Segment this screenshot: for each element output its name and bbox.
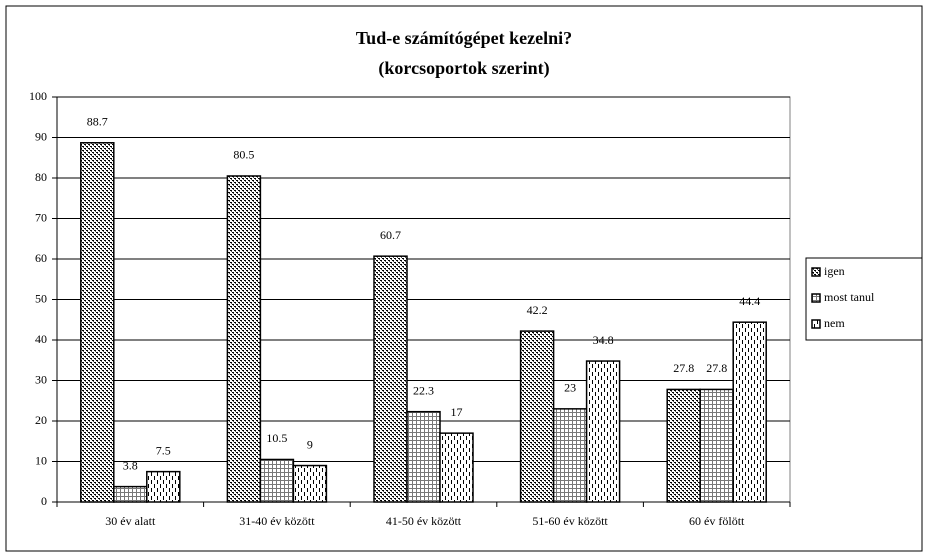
y-tick-label: 100 xyxy=(29,89,47,103)
data-label: 88.7 xyxy=(87,115,108,129)
data-label: 80.5 xyxy=(233,148,254,162)
y-tick-label: 50 xyxy=(35,291,47,305)
data-label: 9 xyxy=(307,437,313,451)
bar xyxy=(80,142,115,503)
y-tick-label: 10 xyxy=(35,453,47,467)
data-label: 7.5 xyxy=(156,443,171,457)
data-label: 34.8 xyxy=(593,333,614,347)
y-tick-label: 80 xyxy=(35,170,47,184)
y-tick-label: 70 xyxy=(35,210,47,224)
bar xyxy=(519,330,555,503)
legend-swatch xyxy=(811,267,821,277)
data-label: 17 xyxy=(451,405,463,419)
bar xyxy=(666,388,701,503)
bar xyxy=(732,321,767,503)
bar xyxy=(585,360,621,503)
data-label: 10.5 xyxy=(266,431,287,445)
x-tick-label: 41-50 év között xyxy=(386,514,462,528)
data-label: 22.3 xyxy=(413,383,434,397)
y-tick-label: 60 xyxy=(35,251,47,265)
bar xyxy=(226,175,262,503)
bar xyxy=(699,388,734,503)
data-label: 42.2 xyxy=(527,303,548,317)
y-tick-label: 30 xyxy=(35,372,47,386)
bar xyxy=(113,485,148,503)
x-tick-label: 51-60 év között xyxy=(532,514,608,528)
legend-swatch xyxy=(811,293,821,303)
bar xyxy=(406,410,441,503)
y-tick-label: 90 xyxy=(35,129,47,143)
data-label: 23 xyxy=(564,381,576,395)
legend-box xyxy=(805,257,923,341)
legend-label: igen xyxy=(824,264,845,278)
data-label: 27.8 xyxy=(673,361,694,375)
bar xyxy=(292,464,328,503)
bar xyxy=(373,255,408,503)
y-tick-label: 20 xyxy=(35,413,47,427)
y-tick-label: 0 xyxy=(41,494,47,508)
data-label: 27.8 xyxy=(706,361,727,375)
legend-swatch xyxy=(811,319,821,329)
data-label: 44.4 xyxy=(739,294,760,308)
data-label: 3.8 xyxy=(123,458,138,472)
bar xyxy=(259,458,295,503)
x-tick-label: 31-40 év között xyxy=(239,514,315,528)
bar xyxy=(552,408,588,503)
chart-title: Tud-e számítógépet kezelni? xyxy=(356,28,572,48)
legend-label: most tanul xyxy=(824,290,875,304)
chart-subtitle: (korcsoportok szerint) xyxy=(378,58,549,79)
legend-label: nem xyxy=(824,316,845,330)
x-tick-label: 60 év fölött xyxy=(689,514,745,528)
data-label: 60.7 xyxy=(380,228,401,242)
bar xyxy=(146,470,181,503)
y-tick-label: 40 xyxy=(35,332,47,346)
bar xyxy=(439,432,474,503)
x-tick-label: 30 év alatt xyxy=(105,514,156,528)
